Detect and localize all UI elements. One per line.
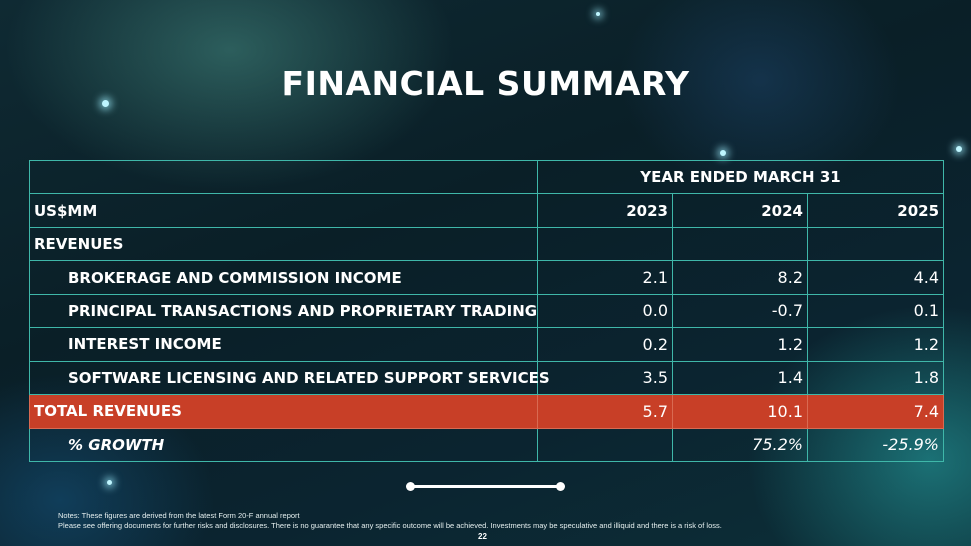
decorative-star bbox=[107, 480, 112, 485]
total-row: TOTAL REVENUES 5.7 10.1 7.4 bbox=[29, 394, 945, 429]
page-title: FINANCIAL SUMMARY bbox=[281, 64, 690, 103]
year-header-row: US$MM 2023 2024 2025 bbox=[29, 193, 945, 228]
year-header: 2024 bbox=[672, 193, 808, 228]
footnote-line: Notes: These figures are derived from th… bbox=[58, 511, 300, 520]
period-header: YEAR ENDED MARCH 31 bbox=[536, 159, 945, 195]
growth-row: % GROWTH 75.2% -25.9% bbox=[29, 427, 945, 462]
row-value: -0.7 bbox=[672, 293, 808, 329]
row-value: 3.5 bbox=[537, 360, 673, 396]
footnote-line: Please see offering documents for furthe… bbox=[58, 520, 722, 530]
growth-value bbox=[537, 427, 673, 462]
unit-label: US$MM bbox=[29, 193, 538, 228]
total-value: 10.1 bbox=[672, 394, 808, 429]
table-row: SOFTWARE LICENSING AND RELATED SUPPORT S… bbox=[29, 360, 945, 396]
total-value: 5.7 bbox=[537, 394, 673, 429]
table-row: BROKERAGE AND COMMISSION INCOME 2.1 8.2 … bbox=[29, 260, 945, 295]
row-value: 2.1 bbox=[537, 260, 673, 295]
empty-cell bbox=[806, 226, 945, 262]
row-value: 1.8 bbox=[806, 360, 945, 396]
slide-progress-slider[interactable] bbox=[406, 482, 565, 491]
slider-end-handle[interactable] bbox=[556, 482, 565, 491]
decorative-star bbox=[956, 146, 962, 152]
row-value: 4.4 bbox=[806, 260, 945, 295]
table-row: PRINCIPAL TRANSACTIONS AND PROPRIETARY T… bbox=[29, 293, 945, 329]
row-value: 1.2 bbox=[806, 327, 945, 362]
section-row: REVENUES bbox=[29, 226, 945, 262]
year-header: 2025 bbox=[806, 193, 945, 228]
row-value: 1.4 bbox=[672, 360, 808, 396]
total-label: TOTAL REVENUES bbox=[29, 394, 538, 429]
table-row: INTEREST INCOME 0.2 1.2 1.2 bbox=[29, 327, 945, 362]
decorative-star bbox=[102, 100, 109, 107]
decorative-star bbox=[720, 150, 726, 156]
empty-cell bbox=[672, 226, 808, 262]
total-value: 7.4 bbox=[806, 394, 945, 429]
growth-label: % GROWTH bbox=[29, 427, 538, 462]
row-value: 8.2 bbox=[672, 260, 808, 295]
row-label: PRINCIPAL TRANSACTIONS AND PROPRIETARY T… bbox=[29, 293, 538, 329]
empty-cell bbox=[537, 226, 673, 262]
growth-value: 75.2% bbox=[672, 427, 808, 462]
growth-value: -25.9% bbox=[806, 427, 945, 462]
footnotes: Notes: These figures are derived from th… bbox=[58, 511, 722, 530]
decorative-star bbox=[596, 12, 600, 16]
empty-cell bbox=[29, 159, 538, 195]
slider-start-handle[interactable] bbox=[406, 482, 415, 491]
row-value: 0.0 bbox=[537, 293, 673, 329]
row-value: 0.2 bbox=[537, 327, 673, 362]
section-label: REVENUES bbox=[29, 226, 538, 262]
row-label: SOFTWARE LICENSING AND RELATED SUPPORT S… bbox=[29, 360, 550, 396]
row-label: BROKERAGE AND COMMISSION INCOME bbox=[29, 260, 538, 295]
year-header: 2023 bbox=[537, 193, 673, 228]
row-value: 0.1 bbox=[806, 293, 945, 329]
page-number: 22 bbox=[478, 532, 487, 541]
financial-summary-table: YEAR ENDED MARCH 31 US$MM 2023 2024 2025… bbox=[29, 159, 945, 462]
row-label: INTEREST INCOME bbox=[29, 327, 538, 362]
row-value: 1.2 bbox=[672, 327, 808, 362]
period-header-row: YEAR ENDED MARCH 31 bbox=[29, 159, 945, 195]
